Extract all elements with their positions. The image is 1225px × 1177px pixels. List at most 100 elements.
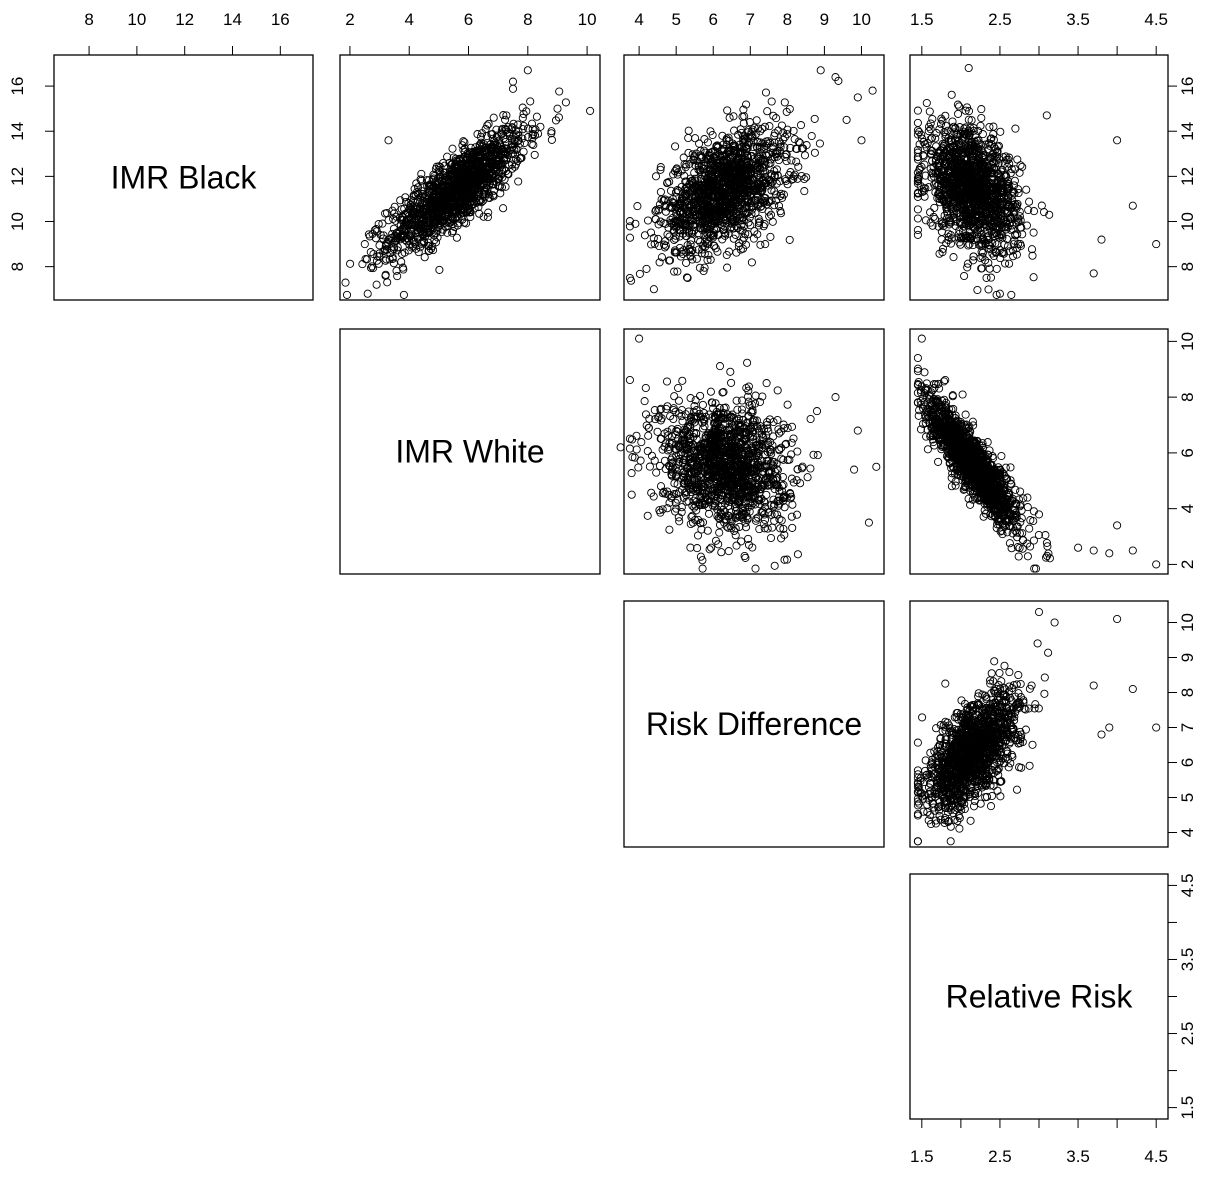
data-point	[547, 135, 556, 144]
data-point	[743, 358, 752, 367]
data-point	[561, 98, 570, 107]
data-point	[358, 260, 367, 269]
data-point	[800, 187, 809, 196]
data-point	[671, 142, 680, 151]
panel-frame-r2-c3	[623, 328, 885, 575]
right-tick-label: 12	[1178, 167, 1197, 186]
data-point	[514, 177, 523, 186]
data-point	[930, 203, 939, 212]
data-point	[765, 212, 774, 221]
data-point	[796, 121, 806, 130]
data-point	[964, 63, 973, 73]
data-point	[365, 232, 374, 241]
data-point	[656, 187, 665, 197]
top-tick-label: 6	[709, 10, 718, 29]
data-point	[684, 148, 693, 157]
data-point	[751, 391, 760, 400]
data-point	[926, 125, 935, 134]
data-point	[913, 106, 922, 115]
top-tick-label: 8	[783, 10, 792, 29]
data-point	[973, 285, 982, 295]
data-point	[645, 462, 654, 471]
right-tick-label: 4.5	[1178, 874, 1197, 898]
data-point	[1097, 235, 1106, 244]
data-point	[497, 183, 506, 192]
top-tick-label: 6	[464, 10, 473, 29]
data-point	[637, 438, 646, 447]
data-point	[392, 266, 401, 275]
data-point	[922, 98, 931, 108]
data-point	[717, 548, 726, 557]
data-point	[363, 289, 372, 298]
data-point	[816, 66, 825, 75]
data-point	[441, 222, 450, 232]
data-point	[780, 98, 789, 107]
data-point	[627, 469, 636, 478]
right-tick-label: 10	[1178, 613, 1197, 632]
data-point	[1128, 201, 1137, 210]
data-point	[642, 264, 651, 273]
data-point	[730, 126, 739, 135]
data-point	[842, 115, 851, 124]
panel-frame-r1-c1	[53, 54, 314, 301]
data-point	[977, 113, 986, 123]
right-tick-label: 6	[1178, 758, 1197, 767]
top-tick-label: 10	[127, 10, 146, 29]
data-point	[633, 202, 642, 211]
data-point	[948, 117, 957, 126]
data-point	[437, 176, 447, 185]
scatter-points	[341, 63, 1161, 846]
data-point	[370, 226, 379, 235]
data-point	[723, 263, 732, 272]
data-point	[522, 107, 531, 116]
data-point	[379, 231, 388, 240]
data-point	[724, 547, 733, 556]
right-tick-label: 14	[1178, 122, 1197, 141]
data-point	[527, 119, 537, 128]
data-point	[706, 387, 715, 396]
bottom-tick-label: 1.5	[910, 1147, 934, 1166]
data-point	[815, 139, 824, 148]
right-tick-label: 5	[1178, 793, 1197, 802]
data-point	[483, 213, 492, 222]
data-point	[517, 153, 526, 163]
data-point	[766, 232, 775, 241]
data-point	[665, 525, 674, 534]
data-point	[341, 278, 350, 287]
data-point	[554, 113, 563, 122]
data-point	[417, 169, 426, 178]
data-point	[977, 105, 986, 114]
data-point	[443, 152, 452, 161]
data-point	[520, 138, 529, 148]
data-point	[1015, 168, 1024, 177]
top-tick-label: 4	[634, 10, 643, 29]
data-point	[928, 114, 937, 124]
data-point	[420, 253, 429, 262]
data-point	[663, 230, 672, 239]
data-point	[774, 201, 784, 210]
scatter-panel-1	[341, 66, 595, 299]
data-point	[501, 124, 510, 133]
data-point	[502, 125, 511, 134]
data-point	[651, 172, 661, 181]
data-point	[476, 132, 485, 141]
data-point	[955, 102, 964, 111]
data-point	[800, 151, 810, 160]
data-point	[693, 544, 702, 553]
data-point	[762, 379, 771, 388]
data-point	[770, 561, 779, 570]
data-point	[807, 131, 816, 141]
data-point	[482, 132, 491, 141]
data-point	[787, 422, 797, 431]
top-tick-label: 1.5	[910, 10, 934, 29]
top-tick-label: 4	[404, 10, 413, 29]
top-tick-label: 2	[345, 10, 354, 29]
data-point	[397, 249, 407, 258]
data-point	[992, 264, 1001, 273]
data-point	[1007, 290, 1016, 299]
data-point	[508, 77, 518, 86]
left-tick-label: 12	[8, 167, 27, 186]
data-point	[389, 214, 398, 223]
right-tick-label: 2	[1178, 560, 1197, 569]
data-point	[1029, 273, 1038, 282]
